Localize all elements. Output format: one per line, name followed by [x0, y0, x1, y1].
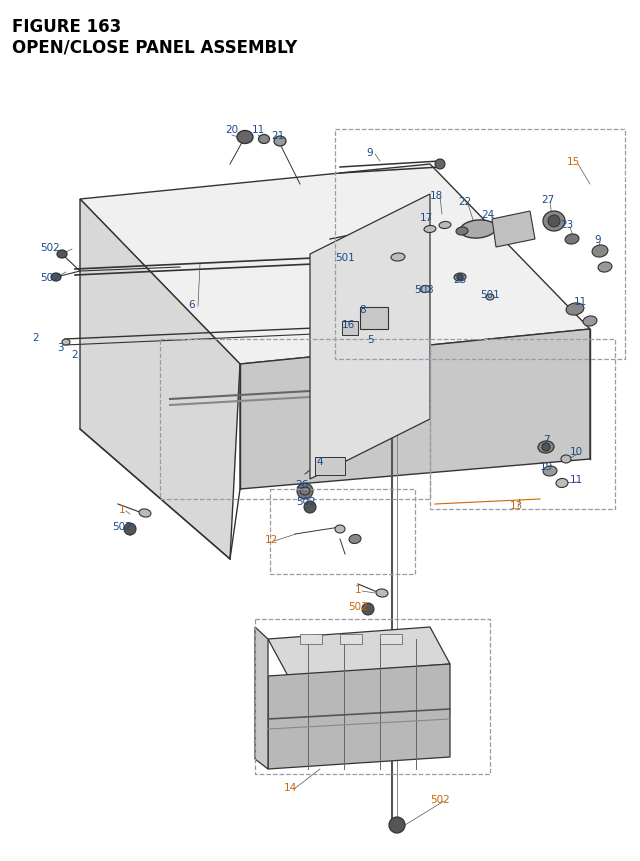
- Text: 5: 5: [367, 335, 373, 344]
- Text: 23: 23: [561, 220, 573, 230]
- Ellipse shape: [454, 274, 466, 282]
- Text: 14: 14: [284, 782, 296, 792]
- Text: 8: 8: [360, 305, 366, 314]
- Text: 16: 16: [341, 319, 355, 330]
- Text: 11: 11: [573, 297, 587, 307]
- Ellipse shape: [391, 254, 405, 262]
- Ellipse shape: [274, 137, 286, 147]
- Ellipse shape: [565, 235, 579, 245]
- Polygon shape: [255, 628, 268, 769]
- Ellipse shape: [592, 245, 608, 257]
- Circle shape: [548, 216, 560, 228]
- Ellipse shape: [424, 226, 436, 233]
- Text: 1: 1: [118, 505, 125, 514]
- Text: 1: 1: [355, 585, 362, 594]
- Polygon shape: [492, 212, 535, 248]
- Ellipse shape: [439, 222, 451, 229]
- Polygon shape: [240, 330, 590, 489]
- Polygon shape: [268, 628, 450, 676]
- Circle shape: [304, 501, 316, 513]
- Ellipse shape: [456, 227, 468, 236]
- Polygon shape: [310, 195, 430, 480]
- Ellipse shape: [420, 286, 430, 294]
- Ellipse shape: [349, 535, 361, 544]
- Ellipse shape: [335, 525, 345, 533]
- Text: 502: 502: [40, 243, 60, 253]
- Circle shape: [457, 275, 463, 281]
- Text: 15: 15: [566, 157, 580, 167]
- Bar: [342, 322, 358, 336]
- Text: 502: 502: [430, 794, 450, 804]
- Ellipse shape: [57, 251, 67, 258]
- Text: 502: 502: [40, 273, 60, 282]
- Text: 10: 10: [570, 447, 582, 456]
- Ellipse shape: [62, 339, 70, 345]
- Ellipse shape: [486, 294, 494, 300]
- Text: 9: 9: [367, 148, 373, 158]
- Circle shape: [389, 817, 405, 833]
- Text: 4: 4: [317, 456, 323, 467]
- Text: 24: 24: [481, 210, 495, 220]
- Circle shape: [297, 483, 313, 499]
- Text: 502: 502: [296, 497, 316, 506]
- Ellipse shape: [435, 160, 445, 170]
- Polygon shape: [80, 164, 590, 364]
- Text: 27: 27: [541, 195, 555, 205]
- Ellipse shape: [598, 263, 612, 273]
- Ellipse shape: [376, 589, 388, 598]
- Ellipse shape: [566, 304, 584, 316]
- Ellipse shape: [259, 135, 269, 145]
- Ellipse shape: [139, 510, 151, 517]
- Bar: [315, 457, 345, 475]
- Ellipse shape: [460, 220, 496, 238]
- Text: 2: 2: [72, 350, 78, 360]
- Text: 19: 19: [540, 461, 552, 472]
- Text: 11: 11: [252, 125, 264, 135]
- Text: 20: 20: [225, 125, 239, 135]
- Text: 501: 501: [480, 289, 500, 300]
- Text: 26: 26: [296, 480, 308, 489]
- Ellipse shape: [583, 317, 597, 326]
- Bar: [340, 635, 362, 644]
- Text: 3: 3: [57, 343, 63, 353]
- Text: 501: 501: [335, 253, 355, 263]
- Text: FIGURE 163: FIGURE 163: [12, 18, 121, 36]
- Text: 17: 17: [419, 213, 433, 223]
- Ellipse shape: [561, 455, 571, 463]
- Text: 503: 503: [414, 285, 434, 294]
- Text: 2: 2: [33, 332, 39, 343]
- Text: 21: 21: [271, 131, 285, 141]
- Polygon shape: [80, 200, 240, 560]
- Circle shape: [124, 523, 136, 536]
- Text: 11: 11: [570, 474, 582, 485]
- Ellipse shape: [538, 442, 554, 454]
- Text: 6: 6: [189, 300, 195, 310]
- Text: 502: 502: [112, 522, 132, 531]
- Circle shape: [362, 604, 374, 616]
- Text: 9: 9: [595, 235, 602, 245]
- Text: 18: 18: [429, 191, 443, 201]
- Circle shape: [542, 443, 550, 451]
- Bar: [360, 307, 388, 330]
- Text: 502: 502: [348, 601, 368, 611]
- Ellipse shape: [543, 212, 565, 232]
- Ellipse shape: [237, 132, 253, 145]
- Bar: [380, 635, 402, 644]
- Ellipse shape: [300, 487, 310, 495]
- Ellipse shape: [543, 467, 557, 476]
- Text: 22: 22: [458, 197, 472, 207]
- Text: 13: 13: [509, 500, 523, 511]
- Ellipse shape: [556, 479, 568, 488]
- Polygon shape: [268, 664, 450, 769]
- Text: 7: 7: [543, 435, 549, 444]
- Text: 25: 25: [453, 275, 467, 285]
- Ellipse shape: [51, 274, 61, 282]
- Text: OPEN/CLOSE PANEL ASSEMBLY: OPEN/CLOSE PANEL ASSEMBLY: [12, 38, 297, 56]
- Bar: [300, 635, 322, 644]
- Text: 12: 12: [264, 535, 278, 544]
